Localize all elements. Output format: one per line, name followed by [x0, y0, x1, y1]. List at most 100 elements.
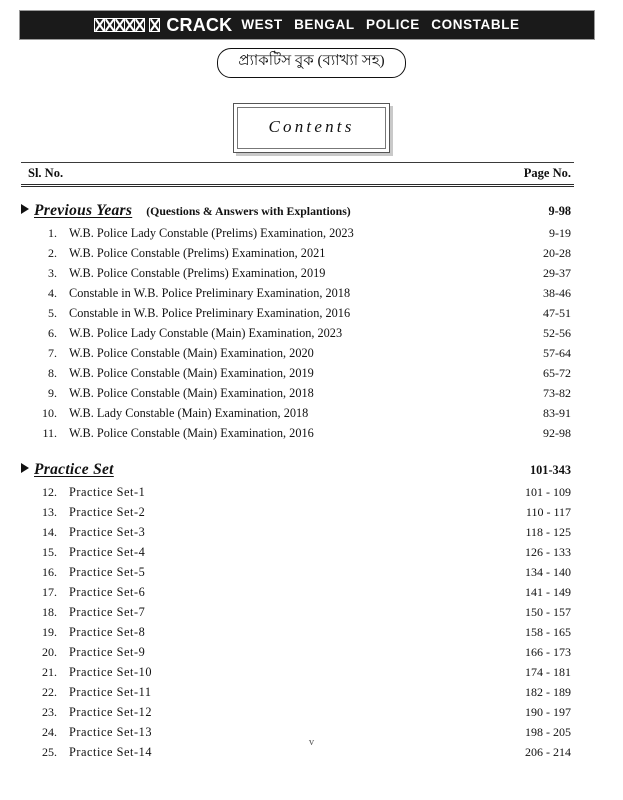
item-page-range: 206 - 214	[525, 745, 571, 759]
item-page-range: 29-37	[543, 266, 571, 280]
banner-word-police: POLICE	[366, 17, 420, 33]
triangle-bullet-icon	[21, 203, 34, 216]
list-item[interactable]: 9. W.B. Police Constable (Main) Examinat…	[21, 386, 574, 406]
item-title: Practice Set-6	[69, 585, 146, 599]
item-page-range: 52-56	[543, 326, 571, 340]
item-page-range: 110 - 117	[525, 505, 571, 519]
list-item[interactable]: 24. Practice Set-13 198 - 205	[21, 725, 574, 745]
item-title: Practice Set-1	[69, 485, 146, 499]
item-number: 23.	[42, 705, 57, 719]
list-item[interactable]: 5. Constable in W.B. Police Preliminary …	[21, 306, 574, 326]
list-item[interactable]: 18. Practice Set-7 150 - 157	[21, 605, 574, 625]
item-number: 14.	[42, 525, 57, 539]
list-item[interactable]: 3. W.B. Police Constable (Prelims) Exami…	[21, 266, 574, 286]
brand-name: CRACK	[166, 15, 233, 35]
triangle-bullet-icon	[21, 462, 34, 475]
item-number: 20.	[42, 645, 57, 659]
list-item[interactable]: 23. Practice Set-12 190 - 197	[21, 705, 574, 725]
column-header-page-no: Page No.	[523, 166, 571, 180]
list-item[interactable]: 13. Practice Set-2 110 - 117	[21, 505, 574, 525]
item-page-range: 118 - 125	[525, 525, 571, 539]
section-title: Practice Set	[34, 461, 114, 478]
list-item[interactable]: 4. Constable in W.B. Police Preliminary …	[21, 286, 574, 306]
section-items-practice-set: 12. Practice Set-1 101 - 109 13. Practic…	[21, 485, 574, 765]
item-number: 15.	[42, 545, 57, 559]
item-page-range: 65-72	[543, 366, 571, 380]
title-banner-content: CRACK WEST BENGAL POLICE CONSTABLE	[94, 16, 519, 34]
header-rule-top	[21, 162, 574, 163]
page-folio: v	[308, 737, 315, 748]
item-number: 10.	[42, 406, 57, 420]
item-page-range: 182 - 189	[525, 685, 571, 699]
banner-word-constable: CONSTABLE	[431, 17, 520, 33]
item-number: 16.	[42, 565, 57, 579]
list-item[interactable]: 16. Practice Set-5 134 - 140	[21, 565, 574, 585]
item-title: Practice Set-8	[69, 625, 146, 639]
item-title: W.B. Police Constable (Prelims) Examinat…	[69, 246, 326, 260]
banner-word-west: WEST	[241, 17, 283, 33]
item-title: Practice Set-14	[69, 745, 153, 759]
item-number: 8.	[48, 366, 57, 380]
list-item[interactable]: 15. Practice Set-4 126 - 133	[21, 545, 574, 565]
item-page-range: 20-28	[543, 246, 571, 260]
item-number: 18.	[42, 605, 57, 619]
title-banner: CRACK WEST BENGAL POLICE CONSTABLE	[19, 10, 595, 40]
list-item[interactable]: 20. Practice Set-9 166 - 173	[21, 645, 574, 665]
item-page-range: 141 - 149	[525, 585, 571, 599]
item-title: Practice Set-11	[69, 685, 152, 699]
list-item[interactable]: 11. W.B. Police Constable (Main) Examina…	[21, 426, 574, 446]
list-item[interactable]: 8. W.B. Police Constable (Main) Examinat…	[21, 366, 574, 386]
item-page-range: 166 - 173	[525, 645, 571, 659]
item-page-range: 47-51	[543, 306, 571, 320]
item-title: Practice Set-9	[69, 645, 146, 659]
item-page-range: 92-98	[543, 426, 571, 440]
list-item[interactable]: 12. Practice Set-1 101 - 109	[21, 485, 574, 505]
table-of-contents: Sl. No. Page No. Previous Years (Questio…	[21, 162, 574, 765]
contents-heading-row: Contents	[0, 103, 623, 153]
item-title: W.B. Police Constable (Prelims) Examinat…	[69, 266, 326, 280]
item-page-range: 134 - 140	[525, 565, 571, 579]
item-title: Practice Set-2	[69, 505, 146, 519]
item-title: Practice Set-3	[69, 525, 146, 539]
contents-box-label: Contents	[237, 107, 386, 149]
item-number: 24.	[42, 725, 57, 739]
list-item[interactable]: 19. Practice Set-8 158 - 165	[21, 625, 574, 645]
item-title: Practice Set-4	[69, 545, 146, 559]
subtitle-row: প্র্যাকটিস বুক (ব্যাখ্যা সহ)	[0, 48, 623, 78]
list-item[interactable]: 6. W.B. Police Lady Constable (Main) Exa…	[21, 326, 574, 346]
item-page-range: 158 - 165	[525, 625, 571, 639]
item-title: W.B. Lady Constable (Main) Examination, …	[69, 406, 309, 420]
list-item[interactable]: 1. W.B. Police Lady Constable (Prelims) …	[21, 226, 574, 246]
item-number: 5.	[48, 306, 57, 320]
toc-column-headers: Sl. No. Page No.	[21, 163, 574, 184]
banner-word-bengal: BENGAL	[294, 17, 355, 33]
item-title: W.B. Police Lady Constable (Main) Examin…	[69, 326, 343, 340]
item-title: Practice Set-13	[69, 725, 153, 739]
item-number: 11.	[42, 426, 57, 440]
list-item[interactable]: 22. Practice Set-11 182 - 189	[21, 685, 574, 705]
item-title: Constable in W.B. Police Preliminary Exa…	[69, 286, 351, 300]
missing-glyph-boxes	[94, 18, 161, 32]
item-title: Practice Set-7	[69, 605, 146, 619]
list-item[interactable]: 25. Practice Set-14 206 - 214	[21, 745, 574, 765]
section-header-previous-years[interactable]: Previous Years (Questions & Answers with…	[21, 202, 574, 220]
list-item[interactable]: 7. W.B. Police Constable (Main) Examinat…	[21, 346, 574, 366]
section-header-practice-set[interactable]: Practice Set 101-343	[21, 461, 574, 479]
section-note: (Questions & Answers with Explantions)	[146, 204, 351, 218]
item-page-range: 38-46	[543, 286, 571, 300]
list-item[interactable]: 21. Practice Set-10 174 - 181	[21, 665, 574, 685]
item-number: 25.	[42, 745, 57, 759]
list-item[interactable]: 10. W.B. Lady Constable (Main) Examinati…	[21, 406, 574, 426]
list-item[interactable]: 17. Practice Set-6 141 - 149	[21, 585, 574, 605]
tofu-box-icon	[134, 18, 146, 32]
section-items-previous-years: 1. W.B. Police Lady Constable (Prelims) …	[21, 226, 574, 446]
list-item[interactable]: 14. Practice Set-3 118 - 125	[21, 525, 574, 545]
tofu-box-icon	[149, 18, 161, 32]
item-page-range: 83-91	[543, 406, 571, 420]
item-page-range: 101 - 109	[525, 485, 571, 499]
item-number: 6.	[48, 326, 57, 340]
item-title: W.B. Police Constable (Main) Examination…	[69, 346, 314, 360]
item-page-range: 126 - 133	[525, 545, 571, 559]
contents-box-outer: Contents	[233, 103, 390, 153]
list-item[interactable]: 2. W.B. Police Constable (Prelims) Exami…	[21, 246, 574, 266]
